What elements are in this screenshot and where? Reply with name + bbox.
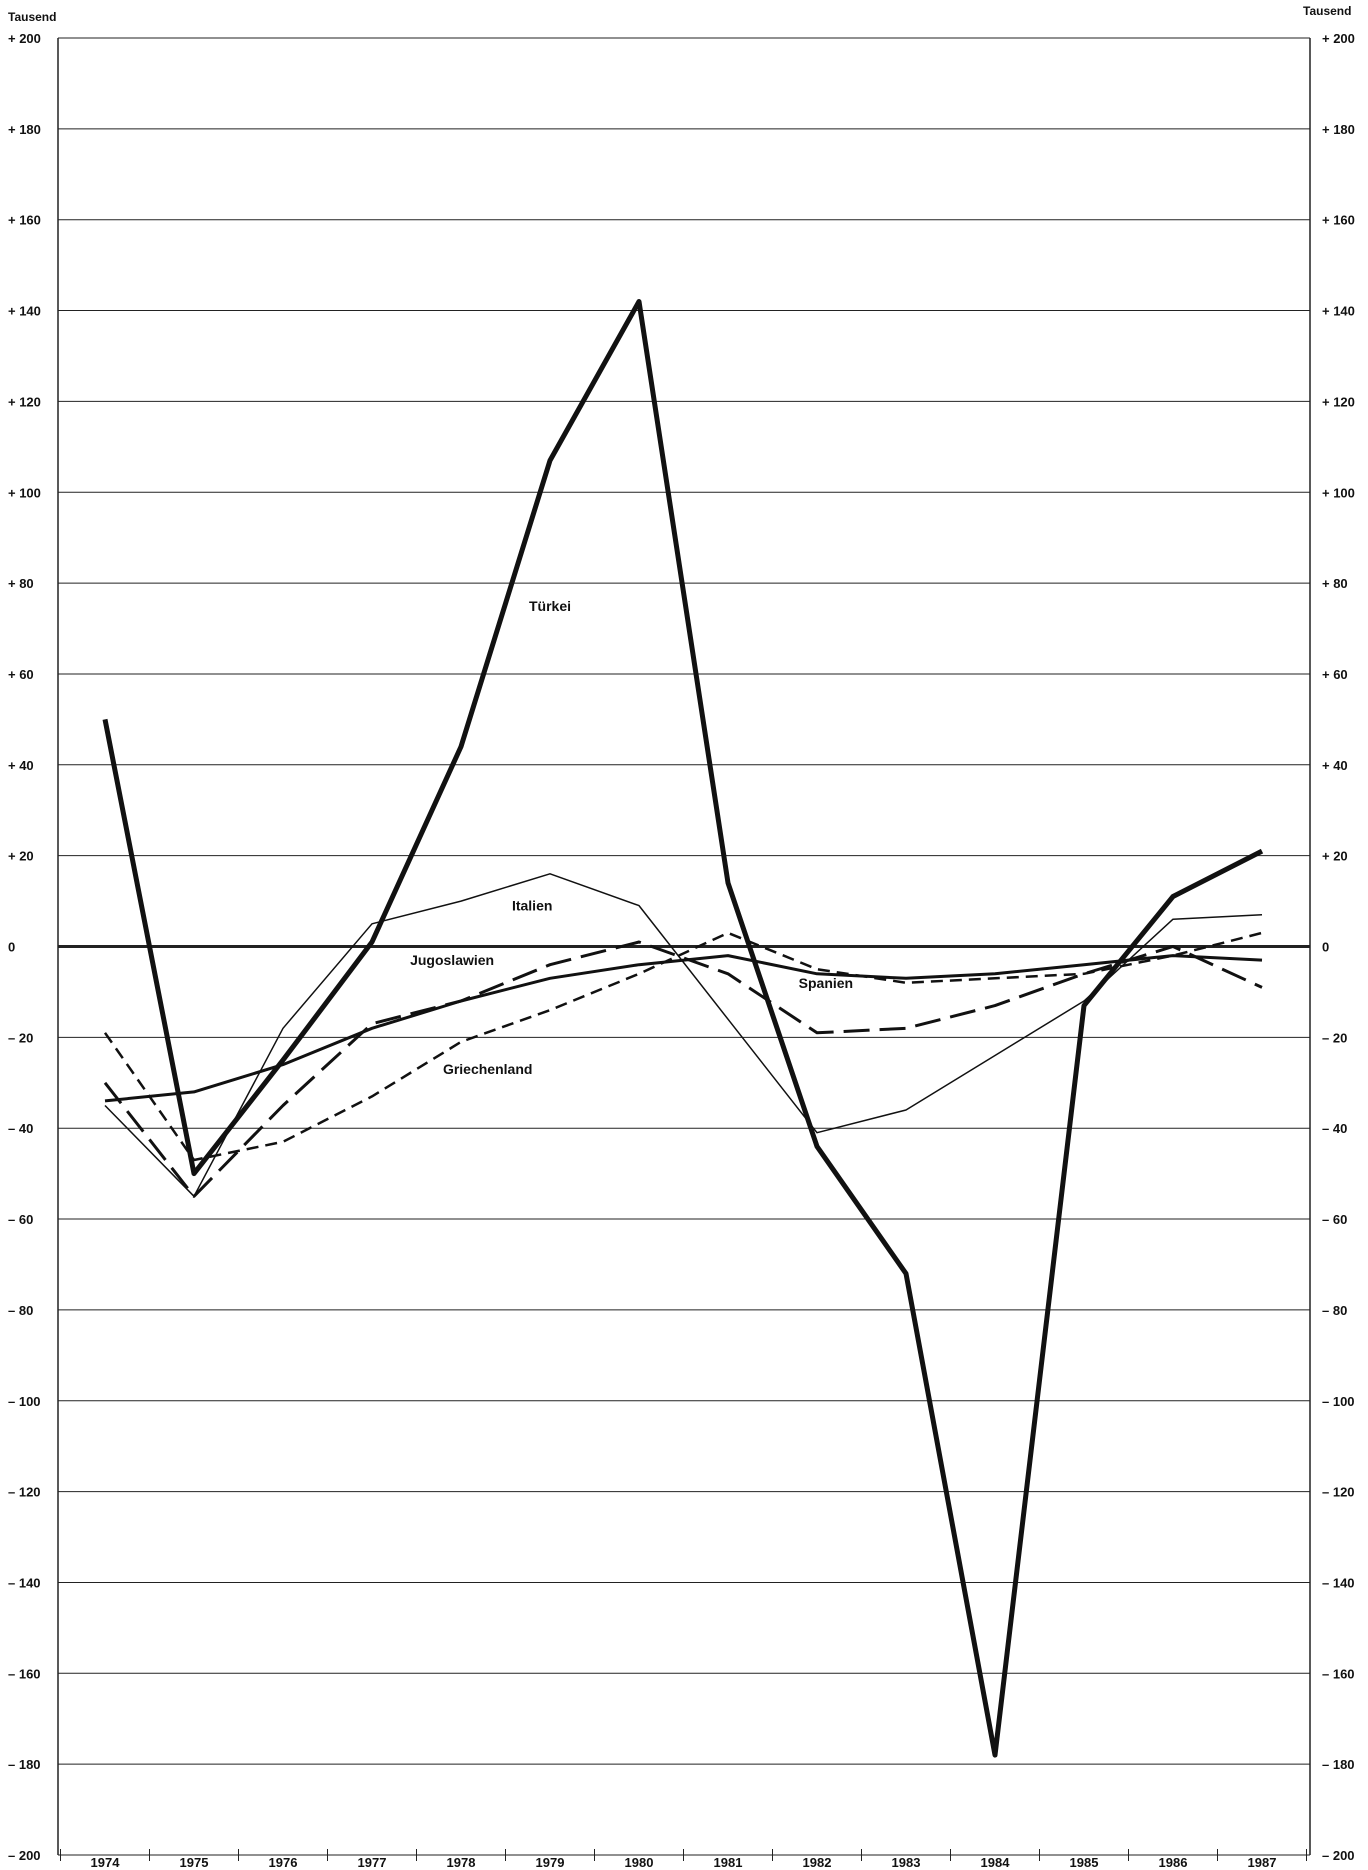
y-tick-label-right: + 160	[1322, 213, 1355, 228]
y-tick-label-left: – 180	[8, 1757, 41, 1772]
y-tick-label-left: – 200	[8, 1848, 41, 1863]
y-tick-label-right: + 40	[1322, 758, 1348, 773]
y-unit-left: Tausend	[8, 10, 57, 24]
series-labels: Türkei Italien Jugoslawien Spanien Griechenl…	[410, 598, 853, 1077]
y-tick-label-right: + 140	[1322, 304, 1355, 319]
series-line-jugoslawien	[103, 940, 1263, 1198]
y-tick-label-right: – 160	[1322, 1666, 1355, 1681]
y-tick-label-left: + 100	[8, 485, 41, 500]
y-tick-labels: + 200 + 200+ 180 + 180+ 160 + 160+ 140 + 140…	[8, 31, 1355, 1863]
y-tick-label-left: – 60	[8, 1212, 33, 1227]
series-line-trkei	[102, 299, 1264, 1758]
series-line-spanien	[104, 954, 1263, 1103]
y-tick-label-right: – 80	[1322, 1303, 1347, 1318]
x-tick-label: 1985	[1070, 1855, 1099, 1870]
y-tick-label-right: – 140	[1322, 1575, 1355, 1590]
y-tick-label-left: + 120	[8, 394, 41, 409]
y-tick-label-right: + 60	[1322, 667, 1348, 682]
y-tick-label-left: – 100	[8, 1394, 41, 1409]
series-label: Griechenland	[443, 1061, 532, 1077]
x-tick-label: 1979	[536, 1855, 565, 1870]
plot-frame	[57, 38, 1311, 1861]
y-tick-label-right: 0	[1322, 940, 1329, 955]
y-tick-label-left: + 200	[8, 31, 41, 46]
y-tick-label-left: 0	[8, 940, 15, 955]
grid-layer	[58, 37, 1310, 1856]
x-tick-label: 1977	[358, 1855, 387, 1870]
y-tick-label-left: + 20	[8, 849, 34, 864]
series-line-italien	[104, 873, 1263, 1198]
y-tick-label-right: + 100	[1322, 485, 1355, 500]
y-tick-label-right: + 180	[1322, 122, 1355, 137]
y-tick-label-right: + 80	[1322, 576, 1348, 591]
y-tick-label-right: – 120	[1322, 1485, 1355, 1500]
y-tick-label-right: + 20	[1322, 849, 1348, 864]
series-label: Türkei	[529, 598, 571, 614]
y-unit-right: Tausend	[1303, 4, 1352, 18]
y-tick-label-right: + 200	[1322, 31, 1355, 46]
y-tick-label-left: + 60	[8, 667, 34, 682]
y-tick-label-left: – 140	[8, 1575, 41, 1590]
y-tick-label-left: + 180	[8, 122, 41, 137]
y-tick-label-left: – 80	[8, 1303, 33, 1318]
y-tick-label-left: + 40	[8, 758, 34, 773]
x-tick-label: 1978	[447, 1855, 476, 1870]
y-tick-label-right: + 120	[1322, 394, 1355, 409]
x-tick-label: 1982	[803, 1855, 832, 1870]
series-label: Spanien	[799, 975, 853, 991]
y-tick-label-left: – 20	[8, 1030, 33, 1045]
x-tick-labels: 1974 1975 1976 1977 1978 1979 1980 1981 1982 1983…	[91, 1855, 1277, 1870]
series-label: Italien	[512, 898, 552, 914]
y-tick-label-right: – 100	[1322, 1394, 1355, 1409]
x-tick-label: 1975	[180, 1855, 209, 1870]
y-tick-label-left: + 80	[8, 576, 34, 591]
y-tick-label-left: – 160	[8, 1666, 41, 1681]
x-tick-label: 1984	[981, 1855, 1011, 1870]
x-tick-label: 1983	[892, 1855, 921, 1870]
y-tick-label-right: – 20	[1322, 1030, 1347, 1045]
series-layer	[102, 299, 1264, 1758]
y-tick-label-left: – 120	[8, 1485, 41, 1500]
x-tick-label: 1980	[625, 1855, 654, 1870]
series-label: Jugoslawien	[410, 952, 494, 968]
x-tick-label: 1974	[91, 1855, 121, 1870]
y-tick-label-left: – 40	[8, 1121, 33, 1136]
y-tick-label-right: – 200	[1322, 1848, 1355, 1863]
y-tick-label-left: + 160	[8, 213, 41, 228]
y-tick-label-right: – 60	[1322, 1212, 1347, 1227]
x-tick-label: 1986	[1159, 1855, 1188, 1870]
x-tick-label: 1987	[1248, 1855, 1277, 1870]
series-line-griechenland	[103, 931, 1263, 1162]
y-tick-label-right: – 180	[1322, 1757, 1355, 1772]
x-tick-label: 1976	[269, 1855, 298, 1870]
y-tick-label-left: + 140	[8, 304, 41, 319]
x-tick-label: 1981	[714, 1855, 743, 1870]
y-tick-label-right: – 40	[1322, 1121, 1347, 1136]
